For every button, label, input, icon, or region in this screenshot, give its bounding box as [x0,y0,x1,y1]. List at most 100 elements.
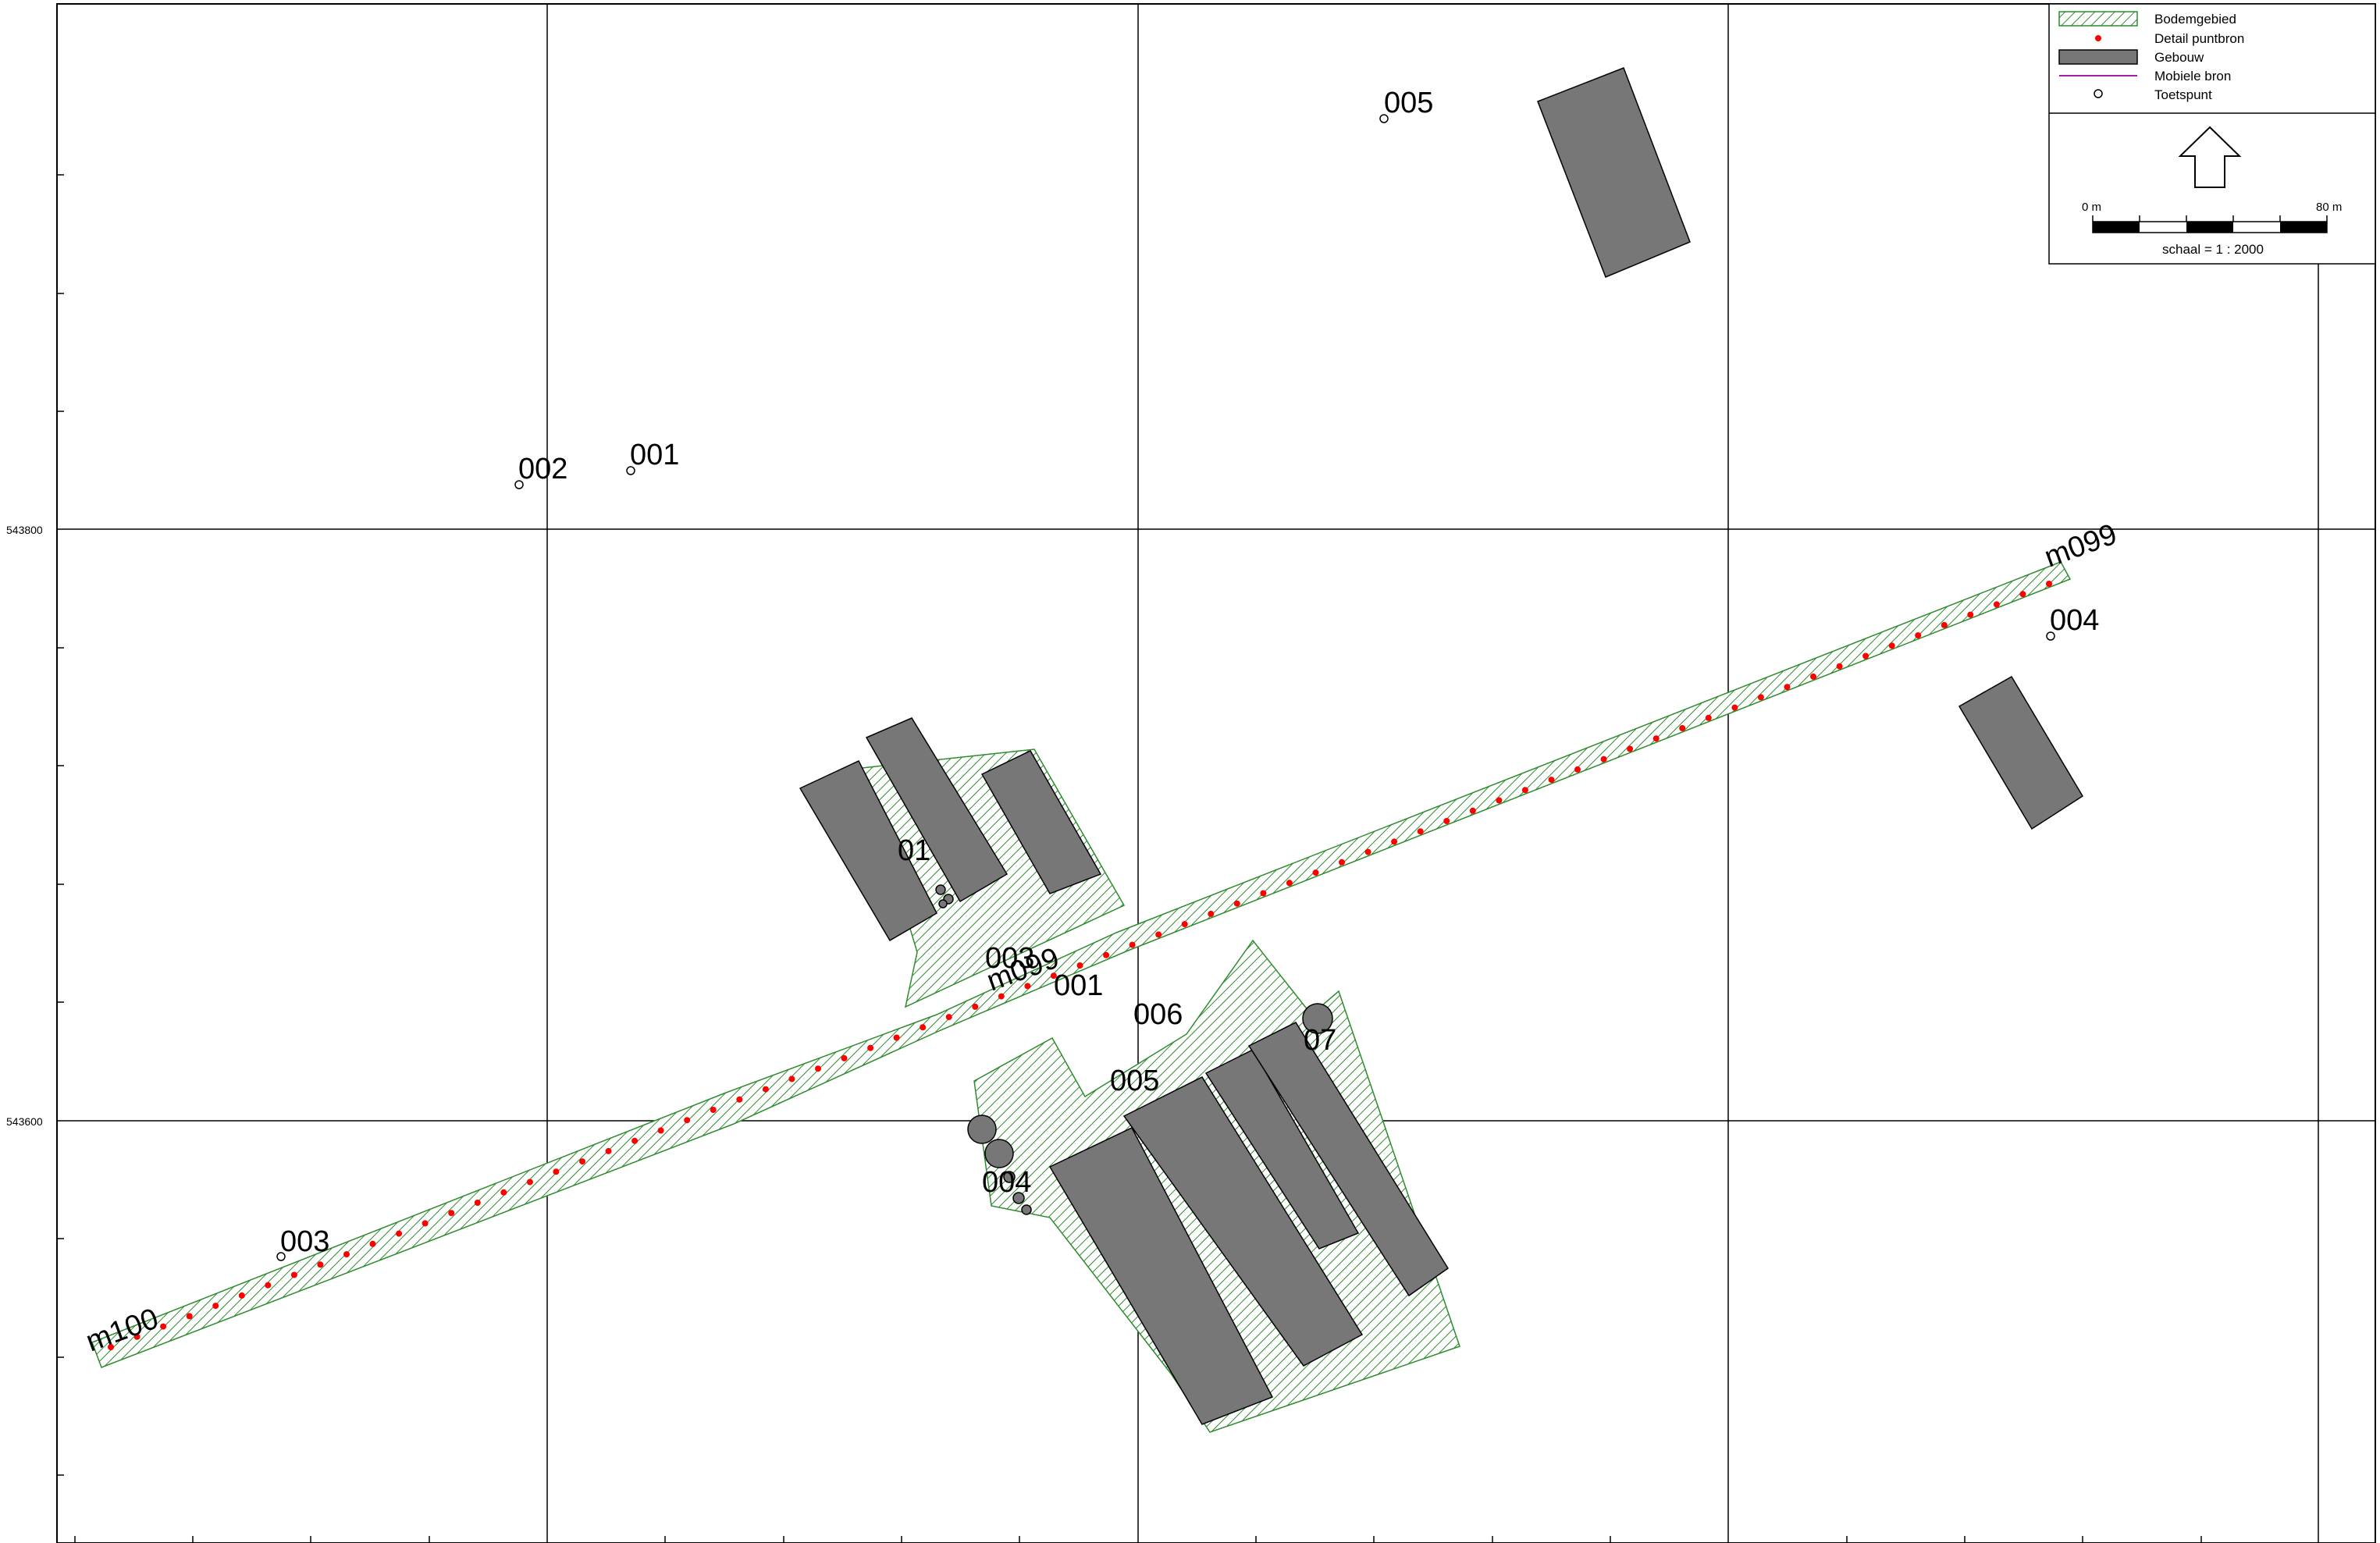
point-source-dot [998,993,1005,1000]
test-point-label: 005 [1384,87,1433,119]
building [799,760,937,942]
point-source-dot [1915,632,1922,639]
point-source-dot [1312,869,1319,876]
building [1247,1022,1450,1297]
building [1048,1127,1274,1425]
point-source-dot [1129,941,1136,948]
source-label: 005 [1110,1065,1159,1097]
test-points [276,114,2055,1261]
point-source-dot [1181,921,1188,928]
point-source-dot [1888,642,1895,649]
building [865,717,1009,903]
point-source-dot [1548,777,1555,784]
point-source-dot [1652,735,1660,742]
source-label: 003 [985,942,1034,975]
point-source-dot [684,1117,691,1124]
source-label: 006 [1133,998,1183,1031]
point-source-dot [2019,591,2026,598]
tank [935,884,946,895]
point-source-dot [343,1251,350,1258]
point-source-dot [1941,621,1948,628]
legend: Bodemgebied Detail puntbron Gebouw Mobie… [2048,3,2376,265]
point-source-dot [1076,962,1083,969]
point-source-dot [160,1323,167,1330]
north-arrow-icon [2178,126,2242,188]
map-frame [56,3,2376,1543]
point-source-dot [1705,714,1712,721]
point-source-dot [238,1292,245,1299]
point-source-dot [474,1200,481,1206]
scalebar-end-label: 80 m [2316,201,2342,214]
point-source-dot [710,1107,717,1113]
legend-hatch-symbol [2058,11,2138,27]
point-source-dot [448,1210,455,1217]
point-source-dot [1443,818,1450,824]
point-source-dot [1339,859,1345,866]
tank [967,1115,997,1144]
point-source-dot [1417,828,1424,835]
point-source-dot [1050,972,1057,979]
point-source-dot [1103,951,1110,958]
test-point-label: 001 [630,439,679,471]
building [1122,1076,1364,1367]
point-source-dot [841,1054,848,1061]
point-source-dot [1496,797,1503,804]
point-source-dot [553,1168,560,1175]
legend-test-point-symbol [2094,89,2103,98]
point-source-dot [396,1230,403,1237]
source-label: 001 [1054,969,1103,1002]
scalebar-start-label: 0 m [2082,201,2101,214]
point-source-dot [815,1065,821,1072]
point-source-dot [579,1158,585,1165]
scale-text: schaal = 1 : 2000 [2162,242,2264,257]
point-source-dot [1260,890,1267,897]
point-source-dot [1967,611,1974,618]
point-source-dot [972,1003,979,1010]
legend-building-symbol [2058,49,2138,65]
legend-label: Bodemgebied [2154,12,2236,27]
point-sources [108,581,2052,1350]
point-source-dot [893,1034,900,1041]
point-source-dot [762,1086,769,1093]
point-source-dot [2046,581,2052,587]
point-source-dot [1600,756,1607,763]
point-source-dot [1233,900,1240,907]
tank [1021,1204,1032,1215]
point-source-dot [1574,766,1581,773]
tank [938,899,948,908]
test-point-label: 004 [2050,604,2099,637]
point-source-dot [867,1044,874,1051]
point-source-dot [788,1075,795,1083]
source-label: 01 [898,834,930,867]
point-source-dot [186,1313,193,1320]
legend-dot-symbol [2095,35,2101,41]
tanks [935,884,1333,1215]
axis-ticks [57,174,2202,1543]
point-source-dot [1155,931,1162,938]
point-source-dot [369,1240,376,1247]
point-source-dot [1862,652,1869,660]
tank [1012,1192,1025,1204]
point-source-dot [265,1282,272,1289]
point-source-dot [1836,663,1843,670]
point-source-dot [1757,694,1764,701]
building [1958,675,2084,830]
point-source-dot [945,1014,952,1021]
building [1204,1049,1360,1250]
legend-label: Toetspunt [2154,87,2212,102]
test-point-marker [276,1252,286,1261]
legend-label: Detail puntbron [2154,31,2244,46]
point-source-dot [500,1189,507,1196]
point-source-dot [1521,787,1528,794]
source-label: 004 [982,1166,1031,1199]
tank [1302,1003,1333,1034]
point-source-dot [1391,838,1398,845]
building [1537,67,1691,278]
test-point-label: 003 [280,1225,329,1258]
point-source-dot [1731,704,1738,711]
point-source-dot [736,1096,743,1103]
tank [984,1139,1014,1168]
buildings [799,67,2084,1425]
point-source-dot [1286,880,1293,887]
